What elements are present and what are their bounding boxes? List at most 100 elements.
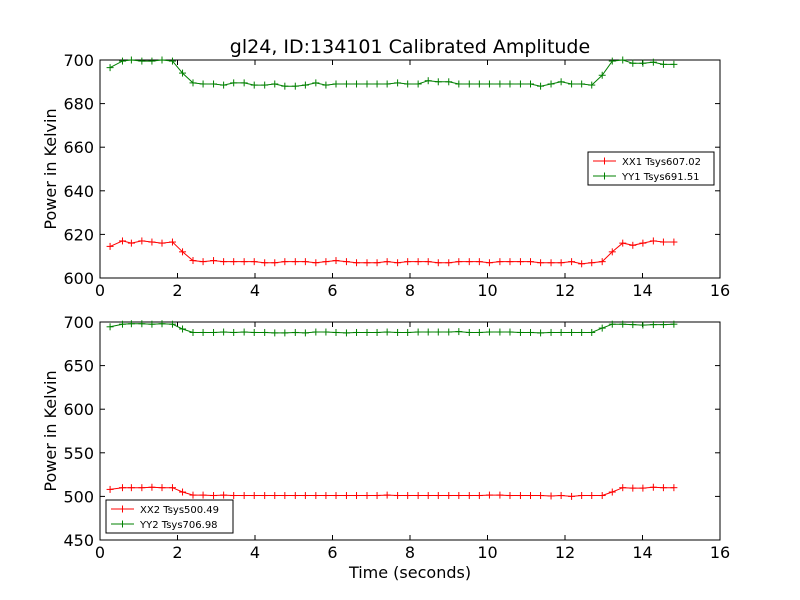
legend-label: YY2 Tsys706.98 [139, 520, 218, 531]
data-point-marker [568, 258, 576, 266]
data-point-marker [414, 258, 422, 266]
data-point-marker [179, 248, 187, 256]
data-point-marker [434, 328, 442, 336]
data-point-marker [199, 258, 207, 266]
data-point-marker [557, 492, 565, 500]
data-point-marker [199, 328, 207, 336]
data-point-marker [281, 492, 289, 500]
data-point-marker [168, 238, 176, 246]
data-point-marker [475, 492, 483, 500]
data-point-marker [210, 80, 218, 88]
data-point-marker [506, 492, 514, 500]
data-point-marker [568, 328, 576, 336]
data-point-marker [608, 320, 616, 328]
data-point-marker [629, 484, 637, 492]
data-point-marker [363, 328, 371, 336]
data-point-marker [455, 258, 463, 266]
data-point-marker [261, 259, 269, 267]
y-tick-label: 680 [63, 95, 94, 114]
legend-item: YY1 Tsys691.51 [593, 172, 700, 183]
x-tick-label: 12 [555, 281, 575, 300]
data-point-marker [588, 328, 596, 336]
data-point-marker [158, 56, 166, 64]
data-point-marker [578, 328, 586, 336]
data-point-marker [485, 259, 493, 267]
data-point-marker [434, 492, 442, 500]
data-point-marker [322, 492, 330, 500]
data-point-marker [332, 80, 340, 88]
data-point-marker [506, 80, 514, 88]
legend-box [105, 499, 234, 534]
data-point-marker [210, 492, 218, 500]
data-point-marker [424, 77, 432, 85]
data-point-marker [404, 492, 412, 500]
data-point-marker [383, 328, 391, 336]
data-point-marker [271, 259, 279, 267]
legend-item: YY2 Tsys706.98 [111, 520, 218, 531]
x-tick-label: 0 [95, 543, 105, 562]
data-point-marker [619, 239, 627, 247]
data-point-marker [414, 492, 422, 500]
data-point-marker [240, 79, 248, 87]
data-point-marker [127, 484, 135, 492]
y-tick-label: 700 [63, 51, 94, 70]
data-point-marker [619, 484, 627, 492]
data-point-marker [189, 328, 197, 336]
data-point-marker [291, 492, 299, 500]
data-point-marker [373, 328, 381, 336]
data-point-marker [516, 328, 524, 336]
y-axis-label: Power in Kelvin [41, 108, 60, 229]
data-point-marker [394, 79, 402, 87]
data-point-marker [230, 328, 238, 336]
data-point-marker [301, 81, 309, 89]
y-tick-label: 450 [63, 531, 94, 550]
data-point-marker [649, 58, 657, 66]
data-point-marker [557, 259, 565, 267]
data-point-marker [445, 259, 453, 267]
data-point-marker [568, 492, 576, 500]
top-panel: 0 2 4 6 8 10 12 14 16 600 620 640 660 680 700 Power in … [41, 51, 730, 300]
data-point-marker [659, 321, 667, 329]
data-point-marker [118, 237, 126, 245]
data-point-marker [250, 81, 258, 89]
data-point-marker [210, 328, 218, 336]
data-point-marker [281, 82, 289, 90]
data-point-marker [465, 492, 473, 500]
data-point-marker [516, 258, 524, 266]
data-point-marker [485, 328, 493, 336]
data-point-marker [629, 59, 637, 67]
data-point-marker [168, 57, 176, 65]
data-point-marker [148, 483, 156, 491]
data-point-marker [332, 328, 340, 336]
data-point-marker [639, 484, 647, 492]
data-point-marker [261, 328, 269, 336]
data-point-marker [527, 492, 535, 500]
data-point-marker [619, 320, 627, 328]
data-point-marker [670, 484, 678, 492]
data-point-marker [496, 328, 504, 336]
data-point-marker [230, 79, 238, 87]
data-point-marker [301, 329, 309, 337]
data-point-marker [220, 258, 228, 266]
data-point-marker [240, 328, 248, 336]
data-point-marker [106, 323, 114, 331]
data-point-marker [373, 80, 381, 88]
data-point-marker [506, 258, 514, 266]
data-point-marker [373, 259, 381, 267]
data-point-marker [527, 80, 535, 88]
data-point-marker [547, 259, 555, 267]
legend-item: XX1 Tsys607.02 [593, 157, 701, 168]
data-point-marker [496, 80, 504, 88]
data-point-marker [148, 57, 156, 65]
chart-title: gl24, ID:134101 Calibrated Amplitude [230, 36, 590, 58]
x-tick-label: 6 [327, 281, 337, 300]
data-point-marker [455, 492, 463, 500]
data-point-marker [547, 328, 555, 336]
x-tick-label: 0 [95, 281, 105, 300]
data-point-marker [485, 491, 493, 499]
data-point-marker [138, 320, 146, 328]
y-tick-label: 550 [63, 444, 94, 463]
data-point-marker [537, 492, 545, 500]
data-point-marker [588, 492, 596, 500]
